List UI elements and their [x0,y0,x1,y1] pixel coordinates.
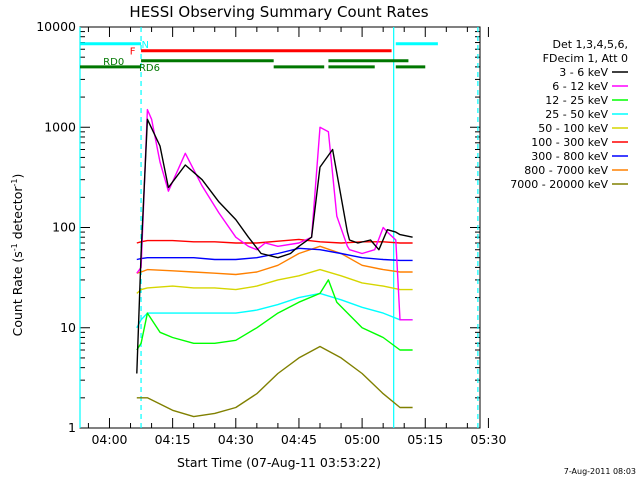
flag-label: N [142,40,149,51]
legend-entry-label: 50 - 100 keV [538,122,608,135]
x-tick-label: 05:30 [470,432,506,447]
series-line [136,292,413,329]
series-line [136,268,413,294]
legend-entry-label: 800 - 7000 keV [524,164,608,177]
y-tick-label: 1 [68,420,76,435]
legend-entry-label: 25 - 50 keV [545,108,608,121]
flag-label: RD0 [103,57,124,68]
x-tick-label: 05:15 [407,432,443,447]
legend-entry-label: 300 - 800 keV [531,150,608,163]
legend-entry-label: 3 - 6 keV [559,66,608,79]
chart-title: HESSI Observing Summary Count Rates [129,3,428,21]
plot-frame [79,26,481,429]
legend-entry-label: 6 - 12 keV [552,80,608,93]
x-axis-label: Start Time (07-Aug-11 03:53:22) [177,455,381,470]
y-tick-label: 10000 [36,19,76,34]
y-tick-label: 100 [52,220,76,235]
footer-date: 7-Aug-2011 08:03 [564,467,636,476]
series-line [136,118,413,374]
y-tick-label: 1000 [44,119,76,134]
series-line [136,245,413,276]
x-tick-label: 04:30 [218,432,254,447]
x-tick-label: 05:00 [344,432,380,447]
series-line [136,345,413,418]
y-axis-label: Count Rate (s-1 detector-1) [10,174,25,337]
x-tick-label: 04:00 [91,432,127,447]
series-line [136,108,413,321]
x-tick-label: 04:45 [281,432,317,447]
series-line [136,279,413,351]
legend-entry-label: 7000 - 20000 keV [510,178,608,191]
y-tick-label: 10 [60,320,76,335]
plot-area: 1 10 100 1000 10000 04:00 04:15 04:30 04:45 05:00… [36,19,506,447]
legend: Det 1,3,4,5,6,FDecim 1, Att 03 - 6 keV6 … [510,38,628,191]
flag-label: RD6 [139,63,160,74]
legend-header: Det 1,3,4,5,6, [552,38,628,51]
legend-header: FDecim 1, Att 0 [543,52,628,65]
flag-label: F [130,47,136,58]
x-tick-label: 04:15 [155,432,191,447]
legend-entry-label: 100 - 300 keV [531,136,608,149]
legend-entry-label: 12 - 25 keV [545,94,608,107]
